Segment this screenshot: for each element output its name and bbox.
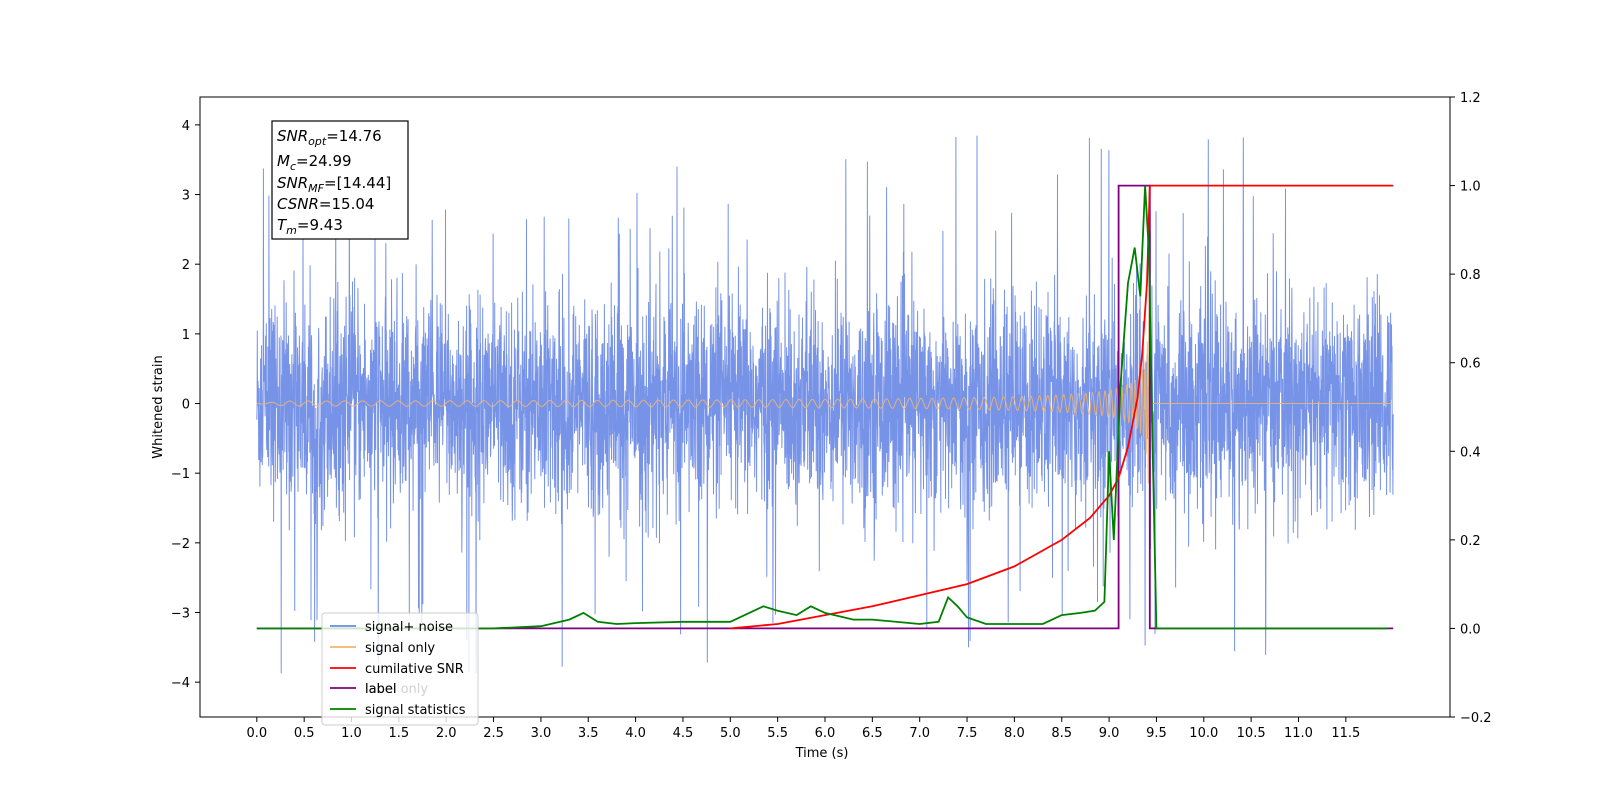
info-value: =14.76 (326, 127, 382, 145)
y-right-tick-label: 1.0 (1460, 180, 1481, 195)
info-line: Mc=24.99 (277, 152, 352, 173)
x-tick-label: 4.5 (673, 726, 694, 741)
info-subscript: MF (308, 182, 324, 195)
legend-label: signal+ noise (365, 620, 453, 635)
info-subscript: m (286, 224, 297, 237)
info-value: =24.99 (296, 152, 352, 170)
x-tick-label: 11.5 (1331, 726, 1360, 741)
x-tick-label: 5.0 (720, 726, 741, 741)
x-tick-label: 8.5 (1051, 726, 1072, 741)
y-axis-title: Whitened strain (151, 355, 166, 458)
series-layer (256, 134, 1394, 674)
legend-frame (321, 612, 479, 726)
legend-label: label (365, 682, 396, 697)
info-subscript: c (290, 160, 296, 173)
info-line: CSNR=15.04 (277, 195, 374, 213)
y-axis-right: 1.2 1.0 0.8 0.6 0.4 0.2 0.0 −0.2 (1450, 91, 1492, 726)
y-axis-left: 4 3 2 1 0 −1 −2 −3 −4 (171, 119, 200, 691)
y-left-tick-label: −1 (171, 467, 190, 482)
info-subscript: opt (308, 135, 327, 148)
legend-label: signal only (365, 641, 435, 656)
y-left-tick-label: −2 (171, 537, 190, 552)
info-symbol: SNR (277, 127, 308, 145)
y-left-tick-label: −3 (171, 607, 190, 622)
info-symbol: CSNR (277, 195, 319, 213)
y-left-tick-label: −4 (171, 676, 190, 691)
y-left-tick-label: 4 (182, 119, 190, 134)
x-tick-label: 2.0 (436, 726, 457, 741)
x-tick-label: 7.0 (909, 726, 930, 741)
signal-statistics-line (256, 185, 1389, 630)
legend-label: label (365, 682, 396, 697)
y-right-tick-label: 0.2 (1460, 534, 1481, 549)
x-tick-label: 5.5 (767, 726, 788, 741)
x-tick-label: 7.5 (957, 726, 978, 741)
x-tick-label: 6.5 (862, 726, 883, 741)
y-right-tick-label: 0.6 (1460, 357, 1481, 372)
info-line: SNRMF=[14.44] (277, 174, 391, 195)
x-axis-title: Time (s) (795, 746, 849, 761)
x-axis: 0.0 0.5 1.0 1.5 2.0 2.5 3.0 3.5 4.0 4.5 5.0 5.5 6.0 6… (246, 717, 1360, 741)
x-tick-label: 3.0 (531, 726, 552, 741)
x-tick-label: 0.0 (246, 726, 267, 741)
y-right-tick-label: 0.4 (1460, 445, 1481, 460)
x-tick-label: 1.5 (389, 726, 410, 741)
x-tick-label: 9.5 (1146, 726, 1167, 741)
y-right-tick-label: 0.0 (1460, 622, 1481, 637)
x-tick-label: 6.0 (815, 726, 836, 741)
signal-only-line (256, 288, 1394, 529)
y-left-tick-label: 1 (182, 328, 190, 343)
x-tick-label: 0.5 (294, 726, 315, 741)
x-tick-label: 1.0 (341, 726, 362, 741)
y-left-tick-label: 2 (182, 258, 190, 273)
info-box-frame (271, 120, 409, 240)
x-tick-label: 10.5 (1237, 726, 1266, 741)
signal-noise-line (256, 134, 1394, 674)
x-tick-label: 10.0 (1189, 726, 1218, 741)
info-line: Tm=9.43 (277, 216, 343, 237)
info-box: SNRopt=14.76Mc=24.99SNRMF=[14.44]CSNR=15… (271, 120, 409, 240)
x-tick-label: 3.5 (578, 726, 599, 741)
y-right-tick-label: 1.2 (1460, 91, 1481, 106)
legend-label: signal statistics (365, 703, 466, 718)
info-symbol: SNR (277, 174, 308, 192)
legend-label: label only (365, 682, 428, 697)
y-left-tick-label: 0 (182, 398, 190, 413)
info-symbol: T (277, 216, 288, 234)
y-left-tick-label: 3 (182, 189, 190, 204)
x-tick-label: 4.0 (625, 726, 646, 741)
y-right-tick-label: −0.2 (1460, 711, 1492, 726)
x-tick-label: 8.0 (1004, 726, 1025, 741)
x-tick-label: 11.0 (1284, 726, 1313, 741)
legend-label: cumilative SNR (365, 662, 464, 677)
info-value: =15.04 (319, 195, 375, 213)
y-right-tick-label: 0.8 (1460, 268, 1481, 283)
legend: signal+ noise signal only cumilative SNR la… (321, 612, 479, 726)
x-tick-label: 9.0 (1099, 726, 1120, 741)
cumulative-snr-line (730, 184, 1394, 630)
info-line: SNRopt=14.76 (277, 127, 382, 148)
info-value: =9.43 (297, 216, 343, 234)
info-value: =[14.44] (324, 174, 391, 192)
x-tick-label: 2.5 (483, 726, 504, 741)
info-symbol: M (277, 152, 290, 170)
